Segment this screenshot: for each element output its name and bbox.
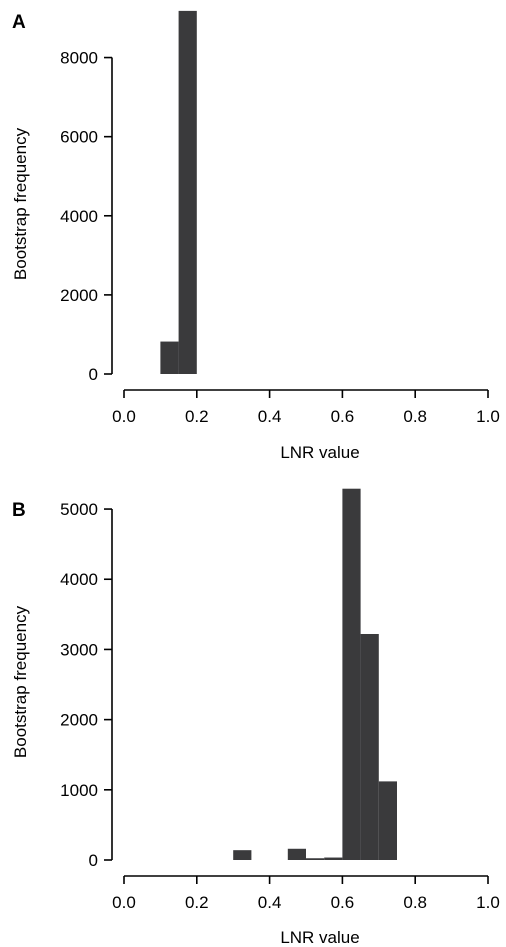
histogram-bar bbox=[360, 633, 379, 860]
y-axis-title: Bootstrap frequency bbox=[11, 605, 30, 758]
histogram-bar bbox=[287, 848, 306, 860]
x-tick-label: 0.4 bbox=[258, 893, 282, 912]
y-tick-label: 1000 bbox=[60, 781, 98, 800]
panel-label: B bbox=[12, 500, 26, 521]
x-tick-label: 0.2 bbox=[185, 407, 209, 426]
histogram-bar bbox=[324, 857, 343, 860]
x-tick-label: 0.8 bbox=[403, 407, 427, 426]
y-tick-label: 3000 bbox=[60, 640, 98, 659]
y-tick-label: 8000 bbox=[60, 49, 98, 68]
x-tick-label: 0.6 bbox=[331, 893, 355, 912]
x-tick-label: 0.0 bbox=[112, 893, 136, 912]
y-tick-label: 6000 bbox=[60, 128, 98, 147]
x-tick-label: 0.4 bbox=[258, 407, 282, 426]
histogram-bar bbox=[342, 488, 361, 860]
y-tick-label: 2000 bbox=[60, 286, 98, 305]
x-tick-label: 0.0 bbox=[112, 407, 136, 426]
panel-b: B 0 1000 2000 3000 4000 5000 0.0 0.2 0.4 0.6 0.8 1.0… bbox=[11, 488, 500, 947]
y-tick-label: 4000 bbox=[60, 570, 98, 589]
x-tick-label: 0.8 bbox=[403, 893, 427, 912]
y-axis-title: Bootstrap frequency bbox=[11, 127, 30, 280]
histogram-bar bbox=[178, 10, 197, 374]
panel-a: A 0 2000 4000 6000 8000 0.0 0.2 0.4 0.6 0.8 1.0 LNR … bbox=[11, 10, 500, 462]
panel-label: A bbox=[12, 12, 26, 33]
y-tick-label: 0 bbox=[89, 365, 98, 384]
y-tick-label: 5000 bbox=[60, 500, 98, 519]
y-tick-label: 4000 bbox=[60, 207, 98, 226]
x-tick-label: 1.0 bbox=[476, 407, 500, 426]
x-tick-label: 1.0 bbox=[476, 893, 500, 912]
y-tick-label: 0 bbox=[89, 851, 98, 870]
x-axis-title: LNR value bbox=[280, 928, 359, 947]
x-axis-title: LNR value bbox=[280, 443, 359, 462]
histogram-bar bbox=[233, 850, 252, 860]
histogram-bar bbox=[378, 781, 397, 860]
x-tick-label: 0.6 bbox=[331, 407, 355, 426]
y-tick-label: 2000 bbox=[60, 711, 98, 730]
histogram-bar bbox=[160, 341, 179, 374]
histogram-bar bbox=[306, 858, 325, 860]
x-tick-label: 0.2 bbox=[185, 893, 209, 912]
